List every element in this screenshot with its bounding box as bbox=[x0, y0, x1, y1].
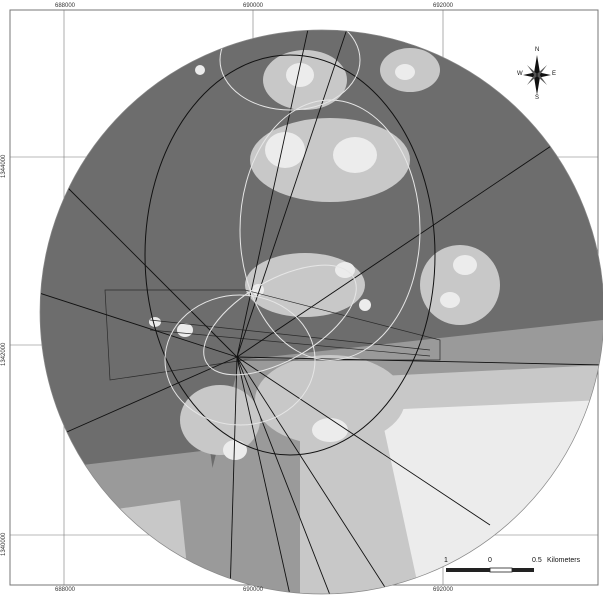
compass-rose-icon bbox=[523, 55, 551, 95]
radial-lines bbox=[40, 30, 603, 594]
airfield-outline bbox=[104, 289, 441, 381]
runway bbox=[149, 319, 431, 351]
x-tick-top-3: 692000 bbox=[433, 3, 454, 9]
west-label: W bbox=[517, 71, 523, 77]
east-label: E bbox=[552, 71, 557, 77]
scale-label-left: 1 bbox=[444, 557, 448, 564]
y-tick-2: 1342000 bbox=[1, 342, 7, 366]
x-tick-top-1: 688000 bbox=[55, 3, 76, 9]
scale-label-mid: 0 bbox=[488, 557, 492, 564]
x-tick-bottom-1: 688000 bbox=[55, 587, 76, 593]
y-tick-1: 1344000 bbox=[1, 154, 7, 178]
y-tick-3: 1340000 bbox=[1, 532, 7, 556]
scale-bar-graphic bbox=[446, 567, 534, 573]
x-tick-top-2: 690000 bbox=[243, 3, 264, 9]
x-tick-bottom-3: 692000 bbox=[433, 587, 454, 593]
south-label: S bbox=[535, 95, 540, 101]
x-tick-bottom-2: 690000 bbox=[243, 587, 264, 593]
north-arrow: N S E W bbox=[517, 47, 557, 103]
scale-bar: 1 0 0.5 Kilometers bbox=[435, 555, 595, 585]
north-label: N bbox=[535, 47, 540, 53]
study-area-boundary bbox=[39, 29, 603, 595]
scale-unit-label: Kilometers bbox=[547, 557, 581, 564]
scale-label-right: 0.5 bbox=[532, 557, 542, 564]
runway-2 bbox=[149, 329, 431, 357]
ellipses bbox=[144, 30, 436, 456]
